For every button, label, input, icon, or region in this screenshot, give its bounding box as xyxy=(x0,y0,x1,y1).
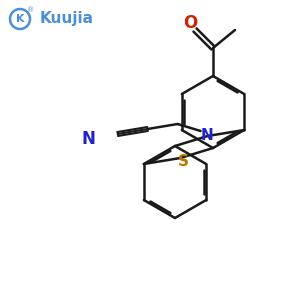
Text: Kuujia: Kuujia xyxy=(40,11,94,26)
Text: K: K xyxy=(16,14,24,24)
Text: S: S xyxy=(178,154,189,169)
Text: O: O xyxy=(183,14,197,32)
Text: ®: ® xyxy=(27,7,34,13)
Text: N: N xyxy=(200,128,213,142)
Text: N: N xyxy=(82,130,95,148)
